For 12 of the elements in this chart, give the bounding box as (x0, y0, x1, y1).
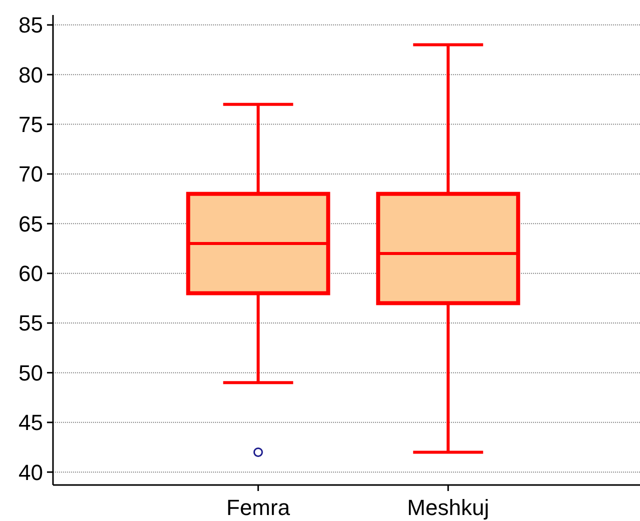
y-tick-label: 60 (18, 261, 43, 286)
y-tick-label: 85 (18, 12, 43, 38)
y-tick-label: 50 (18, 360, 43, 386)
x-tick-label: Meshkuj (407, 495, 490, 520)
y-tick-label: 80 (18, 62, 43, 88)
y-tick-label: 75 (18, 112, 43, 137)
y-tick-label: 65 (18, 211, 43, 236)
x-tick-label: Femra (226, 495, 291, 520)
y-tick-label: 40 (18, 460, 43, 485)
y-tick-label: 70 (18, 162, 43, 187)
y-tick-label: 55 (18, 310, 43, 336)
y-tick-label: 45 (18, 410, 43, 436)
